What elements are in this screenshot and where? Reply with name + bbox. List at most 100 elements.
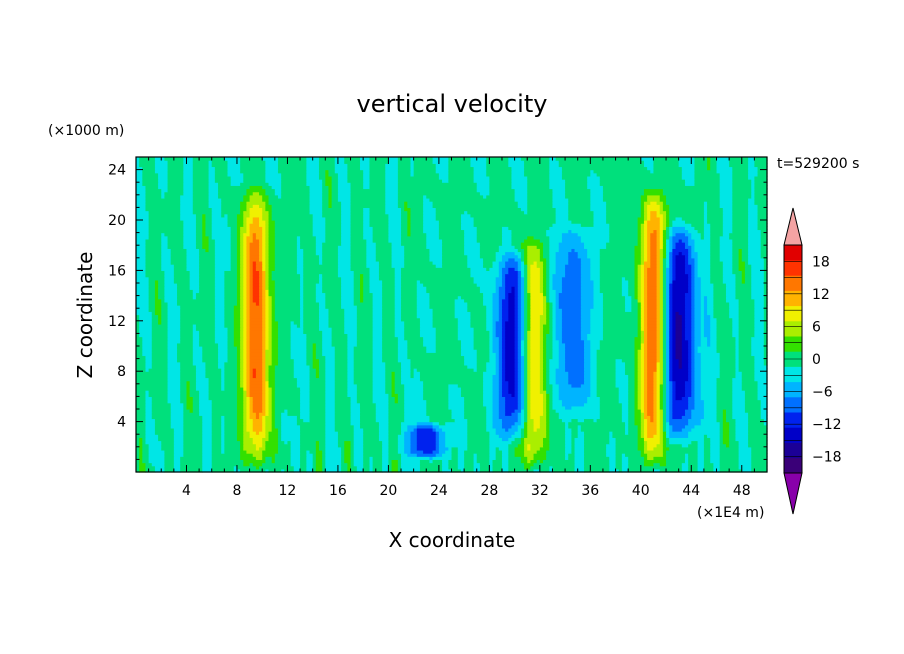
field-cell: [754, 374, 768, 379]
field-cell: [309, 386, 326, 391]
field-cell: [236, 393, 244, 397]
field-cell: [688, 421, 702, 426]
field-cell: [700, 364, 721, 369]
field-cell: [640, 336, 645, 341]
field-cell: [416, 437, 437, 442]
field-cell: [694, 399, 705, 404]
field-cell: [732, 333, 740, 338]
field-cell: [763, 330, 768, 334]
field-cell: [700, 390, 718, 394]
field-cell: [662, 393, 667, 397]
field-cell: [637, 323, 642, 328]
field-cell: [539, 415, 547, 420]
field-cell: [662, 323, 667, 328]
field-cell: [634, 342, 642, 347]
field-cell: [347, 386, 358, 391]
field-cell: [161, 317, 169, 322]
field-cell: [561, 327, 582, 331]
field-cell: [277, 327, 292, 331]
field-cell: [401, 380, 424, 385]
field-cell: [647, 330, 658, 334]
field-cell: [549, 264, 557, 268]
field-cell: [691, 409, 705, 413]
field-cell: [738, 257, 743, 262]
field-cell: [501, 305, 509, 309]
field-cell: [659, 289, 664, 294]
field-cell: [318, 443, 326, 448]
field-cell: [394, 311, 402, 316]
field-cell: [669, 320, 673, 325]
field-cell: [391, 465, 399, 470]
field-cell: [662, 339, 667, 344]
field-cell: [527, 380, 531, 385]
field-cell: [530, 339, 541, 344]
field-cell: [662, 440, 667, 445]
field-cell: [243, 437, 254, 442]
field-cell: [145, 270, 165, 275]
field-cell: [643, 273, 648, 278]
field-cell: [325, 459, 342, 464]
field-cell: [647, 273, 658, 278]
field-cell: [716, 396, 733, 401]
field-cell: [401, 421, 418, 426]
field-cell: [574, 443, 585, 448]
field-cell: [271, 405, 276, 410]
field-cell: [274, 399, 301, 404]
field-cell: [634, 276, 639, 281]
field-cell: [735, 437, 749, 442]
field-cell: [694, 336, 702, 341]
field-cell: [628, 459, 645, 464]
field-cell: [524, 465, 531, 470]
field-cell: [161, 308, 169, 312]
field-cell: [448, 462, 459, 467]
field-cell: [221, 427, 225, 432]
field-cell: [625, 427, 629, 432]
field-cell: [486, 317, 494, 322]
field-cell: [729, 427, 737, 432]
field-cell: [542, 286, 547, 290]
field-cell: [498, 446, 509, 451]
field-cell: [334, 361, 348, 366]
field-cell: [303, 286, 317, 290]
field-cell: [520, 311, 525, 316]
field-cell: [640, 292, 645, 297]
field-cell: [517, 283, 522, 287]
field-cell: [369, 465, 374, 470]
field-cell: [353, 364, 374, 369]
field-cell: [268, 431, 279, 435]
field-cell: [199, 273, 216, 278]
field-cell: [236, 352, 241, 357]
field-cell: [246, 298, 251, 303]
field-cell: [517, 377, 522, 382]
field-cell: [530, 361, 541, 366]
field-cell: [262, 320, 266, 325]
field-cell: [669, 327, 673, 331]
field-cell: [350, 254, 367, 259]
field-cell: [262, 383, 266, 388]
field-cell: [486, 323, 494, 328]
field-cell: [451, 449, 459, 454]
field-cell: [341, 462, 348, 467]
field-cell: [243, 434, 251, 438]
field-cell: [249, 251, 260, 256]
field-cell: [300, 434, 326, 438]
field-cell: [615, 459, 623, 464]
field-cell: [615, 437, 639, 442]
field-cell: [492, 468, 503, 473]
field-cell: [331, 336, 348, 341]
field-cell: [416, 453, 437, 457]
field-cell: [580, 301, 595, 306]
field-cell: [136, 308, 150, 312]
field-cell: [410, 440, 418, 445]
field-cell: [599, 409, 623, 413]
field-cell: [457, 295, 462, 300]
field-cell: [460, 386, 484, 391]
field-cell: [501, 342, 506, 347]
field-cell: [240, 349, 244, 353]
field-cell: [382, 330, 396, 334]
field-cell: [738, 330, 755, 334]
field-cell: [640, 421, 645, 426]
field-cell: [552, 352, 560, 357]
field-cell: [549, 412, 560, 416]
field-cell: [539, 368, 544, 372]
